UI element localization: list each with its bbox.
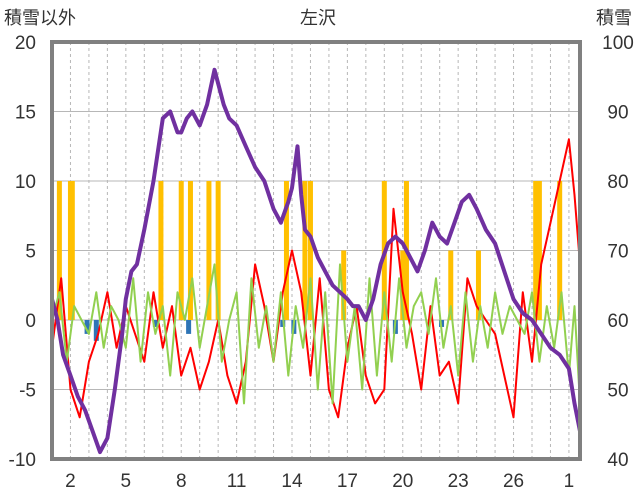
right-tick-label: 70 — [607, 242, 628, 263]
x-tick-label: 14 — [281, 471, 303, 492]
blue-bars-bar — [152, 320, 158, 327]
precip-bars-bar — [341, 250, 347, 320]
labels-layer: 積雪以外 左沢 積雪 — [4, 8, 632, 28]
left-tick-label: -10 — [9, 450, 36, 471]
right-tick-label: 100 — [602, 33, 634, 54]
precip-bars-bar — [533, 181, 539, 320]
blue-bars-bar — [84, 320, 90, 334]
precip-bars-bar — [475, 250, 481, 320]
x-tick-label: 5 — [121, 471, 132, 492]
left-tick-label: 15 — [15, 103, 36, 124]
precip-bars-bar — [557, 181, 563, 320]
snow-depth-line — [50, 67, 582, 455]
left-axis-label: 積雪以外 — [4, 8, 76, 28]
x-tick-label: 1 — [564, 471, 575, 492]
precip-bars-bar — [448, 250, 454, 320]
left-tick-label: -5 — [19, 381, 36, 402]
x-tick-label: 17 — [337, 471, 358, 492]
x-tick-label: 23 — [448, 471, 469, 492]
precip-bars-bar — [178, 181, 184, 320]
plot-frame — [50, 40, 582, 461]
blue-bars-bar — [93, 320, 99, 341]
precip-bars-bar — [536, 181, 542, 320]
left-tick-label: 20 — [15, 33, 36, 54]
x-tick-label: 2 — [65, 471, 76, 492]
left-tick-label: 10 — [15, 172, 36, 193]
right-axis-label: 積雪 — [596, 8, 632, 28]
x-tick-label: 11 — [227, 471, 247, 492]
green-series-line — [51, 263, 581, 405]
x-tick-label: 20 — [392, 471, 413, 492]
precip-bars-bar — [187, 181, 193, 320]
blue-bars-bar — [186, 320, 192, 334]
lines-layer — [50, 67, 582, 455]
left-tick-label: 0 — [25, 311, 36, 332]
precip-bars-bar — [206, 181, 212, 320]
precip-bars-bar — [158, 181, 164, 320]
precip-bars-bar — [56, 181, 62, 320]
chart-title: 左沢 — [300, 8, 336, 28]
precip-bars-bar — [215, 181, 221, 320]
x-tick-label: 8 — [176, 471, 187, 492]
precip-bars-bar — [283, 181, 289, 320]
right-tick-label: 80 — [607, 172, 628, 193]
right-tick-label: 60 — [607, 311, 628, 332]
right-tick-label: 40 — [607, 450, 628, 471]
left-tick-label: 5 — [25, 242, 36, 263]
precip-bars-bar — [307, 181, 313, 320]
right-tick-label: 50 — [607, 381, 628, 402]
precip-bars-bar — [69, 181, 75, 320]
right-tick-label: 90 — [607, 103, 628, 124]
ticks-layer: -10 -5 0 5 10 15 20 40 50 60 70 80 90 100 2 5 8 11 14 17 20 2… — [9, 33, 634, 492]
bars-layer — [56, 181, 563, 341]
precip-bars-bar — [302, 181, 308, 320]
x-tick-label: 26 — [503, 471, 524, 492]
